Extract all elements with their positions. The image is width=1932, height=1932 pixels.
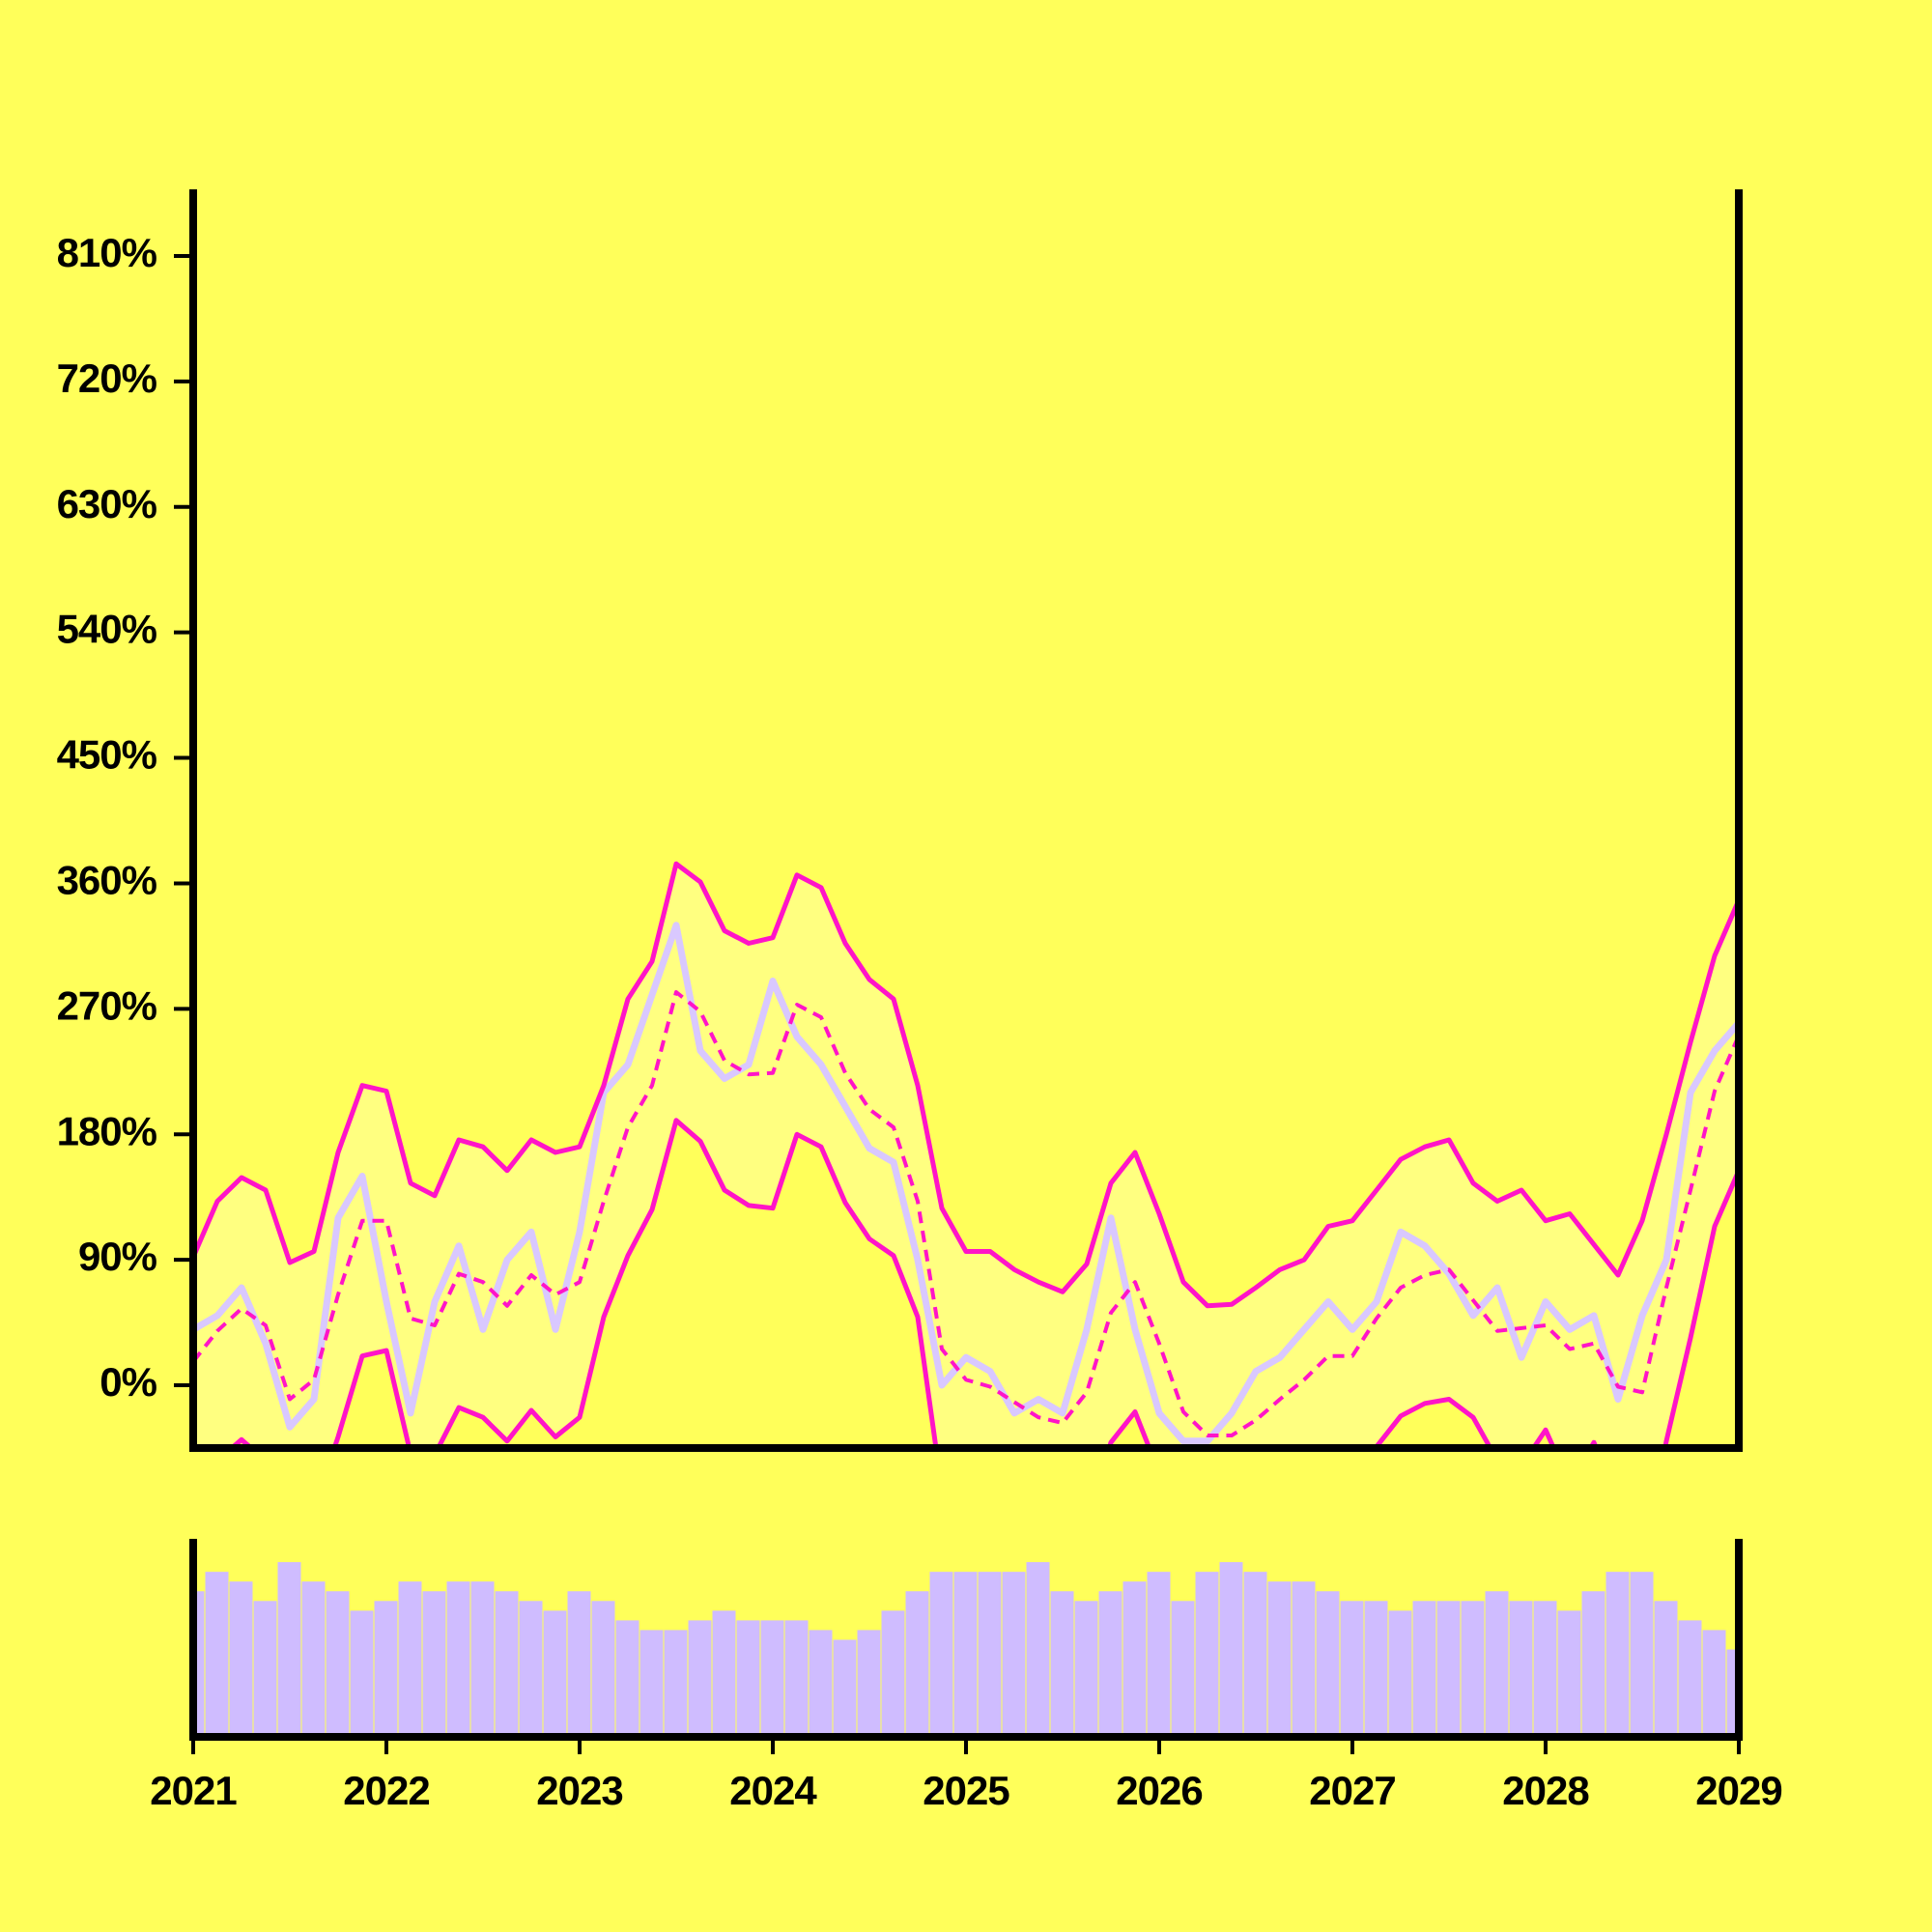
volume-bar [1581,1591,1605,1737]
volume-bar [736,1620,760,1737]
volume-bar [1243,1572,1267,1737]
volume-bar [591,1601,615,1737]
volume-bar [1026,1562,1050,1737]
volume-bar [905,1591,929,1737]
volume-bar [1654,1601,1678,1737]
volume-bar [519,1601,543,1737]
price-line [193,922,1739,1445]
lower-band [228,1118,1739,1448]
x-tick-label: 2023 [536,1768,622,1813]
volume-bar [664,1630,688,1737]
volume-bar [1098,1591,1122,1737]
volume-bar [326,1591,350,1737]
volume-bar [1412,1601,1436,1737]
volume-bar [1171,1601,1195,1737]
volume-bar [833,1639,857,1737]
y-tick-label: 450% [57,732,157,778]
x-tick-label: 2026 [1116,1768,1202,1813]
price-panel [193,861,1739,1448]
y-tick-label: 270% [57,982,157,1028]
volume-bar [1050,1591,1074,1737]
y-tick-label: 90% [78,1234,157,1279]
volume-bar [688,1620,712,1737]
volume-bar [1267,1581,1292,1737]
y-tick-label: 810% [57,230,157,275]
volume-bar [1002,1572,1026,1737]
volume-bar [1533,1601,1557,1737]
volume-bar [1702,1630,1726,1737]
volume-bar [422,1591,446,1737]
volume-bar [1436,1601,1461,1737]
volume-bar [615,1620,639,1737]
volume-bar [301,1581,326,1737]
volume-bar [1485,1591,1509,1737]
volume-bar [1316,1591,1340,1737]
y-tick-label: 630% [57,481,157,526]
volume-bar [1388,1610,1412,1737]
volume-bar [760,1620,784,1737]
x-tick-label: 2021 [150,1768,237,1813]
volume-bar [229,1581,253,1737]
volume-bar [953,1572,978,1737]
volume-bar [446,1581,470,1737]
x-tick-label: 2027 [1309,1768,1395,1813]
middle-band [193,990,1739,1437]
volume-bar [1678,1620,1702,1737]
volume-bar [857,1630,881,1737]
volume-bar [1509,1601,1533,1737]
volume-bar [1292,1581,1316,1737]
x-tick-label: 2025 [923,1768,1009,1813]
volume-bar [929,1572,953,1737]
volume-bar [881,1610,905,1737]
x-tick-label: 2029 [1695,1768,1781,1813]
volume-bar [978,1572,1002,1737]
y-tick-label: 540% [57,607,157,652]
volume-bar [1557,1610,1581,1737]
x-tick-label: 2024 [729,1768,817,1813]
volume-bar [374,1601,398,1737]
volume-bar [784,1620,809,1737]
volume-bar [1122,1581,1147,1737]
volume-bar [1147,1572,1171,1737]
y-tick-label: 0% [99,1359,156,1405]
volume-bar [639,1630,664,1737]
upper-band [193,861,1739,1309]
volume-bar [350,1610,374,1737]
y-tick-label: 360% [57,858,157,903]
volume-bar [567,1591,591,1737]
volume-bar [1605,1572,1630,1737]
volume-bar [809,1630,833,1737]
band-fill [193,864,1739,1448]
volume-bar [543,1610,567,1737]
y-tick-label: 180% [57,1108,157,1153]
volume-bar [712,1610,736,1737]
volume-bar [470,1581,495,1737]
volume-bar [205,1572,229,1737]
volume-bar [495,1591,519,1737]
x-tick-label: 2028 [1502,1768,1589,1813]
volume-bar [398,1581,422,1737]
volume-bar [1195,1572,1219,1737]
x-tick-label: 2022 [343,1768,429,1813]
volume-bar [1074,1601,1098,1737]
volume-panel [193,1562,1739,1737]
volume-bar [1219,1562,1243,1737]
volume-bar [1630,1572,1654,1737]
volume-bar [1364,1601,1388,1737]
volume-bar [1461,1601,1485,1737]
volume-bar [253,1601,277,1737]
y-tick-label: 720% [57,355,157,401]
volume-bar [193,1591,205,1737]
volume-bar [1340,1601,1364,1737]
volume-bar [277,1562,301,1737]
